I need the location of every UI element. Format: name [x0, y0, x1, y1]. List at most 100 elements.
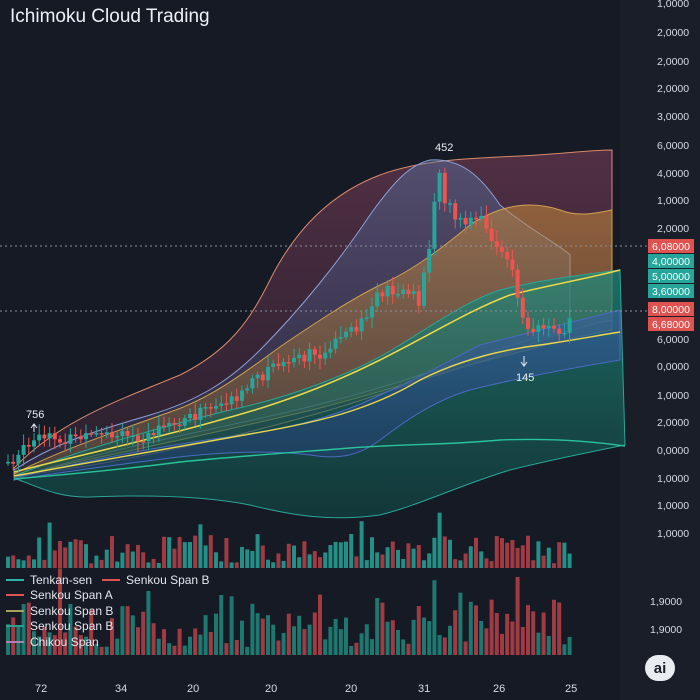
volume-bar — [359, 633, 364, 655]
yellow-span-line-lower — [13, 331, 621, 477]
legend-item[interactable]: Senkou Span B — [6, 619, 113, 633]
volume-bar — [484, 628, 489, 655]
volume-bar — [130, 551, 135, 568]
volume-bar — [104, 549, 109, 568]
volume-bar — [156, 562, 161, 568]
volume-bar — [474, 537, 478, 568]
candle-body — [567, 318, 572, 333]
volume-bar — [63, 547, 68, 568]
volume-bar — [375, 552, 380, 568]
volume-bar — [562, 542, 567, 568]
candle-body — [182, 418, 187, 426]
green-base-line — [13, 438, 626, 480]
lower-volume-series — [6, 568, 572, 655]
volume-bar — [406, 543, 411, 568]
volume-bar — [338, 629, 343, 655]
volume-bar — [141, 552, 146, 568]
volume-bar — [146, 562, 151, 568]
candle-body — [255, 374, 260, 379]
candle-body — [354, 327, 359, 332]
volume-bar — [312, 612, 317, 655]
candle-body — [172, 422, 177, 425]
volume-bar — [385, 621, 390, 655]
volume-bar — [370, 537, 374, 568]
volume-series — [6, 512, 572, 568]
candle-body — [84, 433, 88, 440]
volume-bar — [312, 551, 317, 568]
volume-bar — [234, 562, 239, 568]
volume-bar — [292, 626, 296, 655]
volume-bar — [151, 558, 156, 568]
volume-bar — [120, 552, 125, 568]
candle-body — [193, 413, 198, 420]
candle-body — [489, 228, 494, 242]
volume-bar — [448, 539, 452, 568]
volume-bar — [557, 602, 562, 655]
volume-bar — [396, 629, 400, 655]
legend-label: Tenkan-sen — [30, 572, 93, 587]
price-tag-label: 5,00000 — [652, 271, 690, 283]
volume-bar — [130, 615, 135, 655]
volume-bar — [396, 549, 400, 568]
legend-label: Chikou Span — [30, 634, 99, 649]
legend-item[interactable]: Tenkan-sen — [6, 573, 92, 587]
annotation-145: 145 — [516, 372, 534, 384]
volume-bar — [479, 620, 484, 655]
candle-body — [448, 203, 452, 205]
price-tag-label: 6,08000 — [652, 241, 690, 253]
volume-bar — [500, 633, 504, 655]
legend-item[interactable]: Chikou Span — [6, 635, 99, 649]
volume-bar — [78, 540, 83, 568]
volume-bar — [63, 632, 68, 655]
candle-body — [32, 440, 36, 447]
candle-body — [73, 434, 78, 437]
candle-body — [500, 247, 504, 252]
candle-body — [515, 269, 520, 298]
x-tick: 31 — [418, 683, 430, 695]
candle-body — [21, 444, 26, 455]
legend-item[interactable]: Senkou Span B — [6, 604, 113, 618]
x-tick: 20 — [345, 683, 357, 695]
candle-body — [151, 432, 156, 436]
candle-body — [162, 425, 166, 427]
volume-bar — [11, 555, 16, 568]
legend-item[interactable]: Senkou Span A — [6, 588, 113, 602]
volume-bar — [260, 545, 265, 568]
legend-item[interactable]: Senkou Span B — [102, 573, 209, 587]
volume-bar — [26, 555, 31, 568]
candle-body — [63, 442, 68, 444]
volume-bar — [364, 624, 369, 655]
candle-body — [125, 431, 130, 436]
candle-body — [349, 327, 354, 332]
volume-bar — [567, 636, 572, 655]
volume-bar — [120, 606, 125, 655]
volume-bar — [115, 638, 120, 655]
volume-bar — [416, 545, 421, 568]
candle-body — [52, 433, 57, 440]
volume-bar — [208, 631, 213, 655]
volume-bar — [146, 590, 151, 655]
candle-body — [484, 215, 489, 229]
volume-bar — [526, 535, 530, 568]
candle-body — [520, 297, 525, 318]
candle-body — [104, 432, 109, 435]
volume-bar — [32, 559, 36, 568]
candle-body — [380, 292, 385, 297]
ai-badge[interactable]: ai — [645, 655, 675, 681]
volume-bar — [380, 554, 385, 568]
volume-bar — [266, 615, 270, 655]
candle-body — [198, 407, 203, 420]
volume-bar — [520, 545, 525, 568]
volume-bar — [349, 645, 354, 655]
y-tick: 2,0000 — [657, 27, 689, 39]
volume-bar — [281, 560, 286, 568]
volume-bar — [73, 539, 78, 568]
volume-bar — [380, 602, 385, 655]
legend-swatch — [102, 578, 121, 581]
volume-bar — [177, 536, 182, 568]
volume-bar — [47, 632, 52, 655]
candle-body — [110, 432, 114, 438]
volume-bar — [266, 559, 270, 568]
volume-bar — [286, 543, 291, 568]
volume-bar — [489, 561, 494, 568]
